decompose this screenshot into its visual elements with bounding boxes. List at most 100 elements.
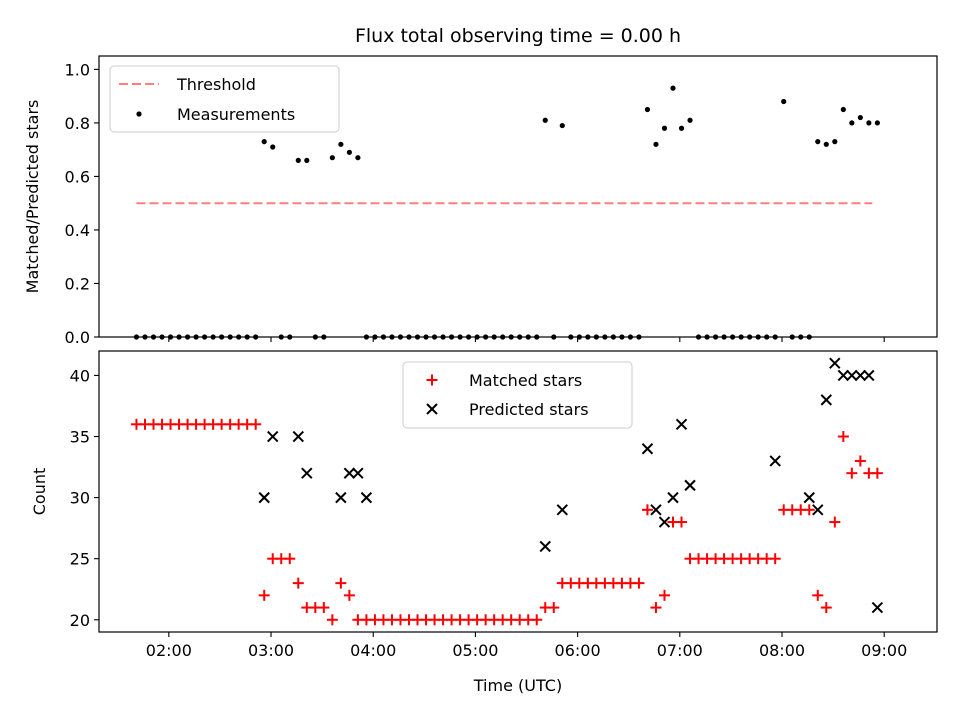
x-tick-label: 04:00 — [350, 641, 396, 660]
x-tick-label: 05:00 — [452, 641, 498, 660]
measurement-point — [534, 334, 540, 340]
measurement-point — [551, 334, 557, 340]
top-y-tick-label: 0.4 — [65, 221, 90, 240]
measurement-point — [414, 334, 421, 340]
measurement-point — [278, 334, 284, 340]
measurement-point — [730, 334, 736, 340]
measurement-point — [423, 334, 429, 340]
measurement-point — [440, 334, 446, 340]
top-legend: Threshold Measurements — [109, 65, 340, 133]
measurement-point — [312, 334, 318, 340]
predicted-point — [667, 491, 679, 504]
predicted-point-b — [820, 394, 832, 406]
predicted-point — [675, 418, 688, 431]
measurement-point — [610, 334, 616, 340]
bottom-y-tick-label: 25 — [70, 550, 90, 569]
matched-point — [846, 467, 858, 479]
predicted-point-b — [658, 516, 671, 528]
measurement-point — [227, 334, 233, 340]
measurement-point — [874, 120, 880, 126]
measurement-point — [857, 114, 863, 121]
measurement-point — [806, 334, 812, 340]
measurement-point — [661, 125, 668, 131]
bottom-y-tick-label: 35 — [70, 428, 90, 447]
measurement-point — [329, 155, 335, 161]
measurement-point — [644, 106, 651, 113]
predicted-point-b — [812, 504, 824, 516]
predicted-point-b — [301, 467, 313, 479]
predicted-point — [343, 467, 356, 479]
measurement-point — [619, 334, 625, 340]
matched-point — [812, 589, 824, 601]
measurement-point — [721, 334, 727, 340]
predicted-point-b — [650, 504, 662, 516]
measurement-point — [747, 334, 753, 340]
predicted-point — [258, 491, 270, 504]
measurement-point — [363, 334, 370, 340]
measurement-point — [517, 334, 523, 340]
measurement-point — [678, 125, 685, 131]
matched-point — [326, 614, 338, 626]
measurement-point — [695, 334, 702, 340]
predicted-point — [650, 504, 662, 516]
measurement-point — [346, 149, 352, 155]
measurement-point — [832, 139, 838, 145]
bottom-legend: Matched stars Predicted stars — [402, 361, 633, 429]
top-legend-box — [109, 65, 340, 133]
top-y-tick-label: 1.0 — [65, 60, 90, 79]
legend-measurements-swatch — [136, 111, 142, 117]
matched-point — [292, 577, 304, 589]
measurement-point — [150, 334, 157, 340]
measurement-point — [406, 334, 412, 340]
matched-point — [650, 602, 662, 614]
predicted-point — [335, 491, 347, 504]
predicted-point-b — [258, 491, 270, 504]
predicted-point-b — [803, 491, 815, 504]
measurement-point — [159, 334, 165, 340]
measurement-point — [840, 106, 846, 113]
measurement-point — [670, 85, 676, 91]
predicted-point — [863, 369, 875, 382]
predicted-point — [684, 479, 696, 492]
predicted-point — [267, 430, 279, 443]
bottom-y-axis-label: Count — [30, 468, 49, 516]
matched-point — [548, 602, 560, 614]
matched-point — [641, 504, 653, 516]
measurement-point — [457, 334, 463, 340]
predicted-point — [846, 369, 858, 382]
matched-point — [676, 516, 688, 528]
measurement-point — [287, 334, 293, 340]
predicted-point-b — [863, 369, 875, 382]
measurement-point — [142, 334, 148, 340]
matched-point — [769, 553, 781, 565]
top-y-tick-label: 0.8 — [65, 114, 90, 133]
top-panel: 0.0 0.2 0.4 0.6 0.8 1.0 Matched/Predicted star… — [23, 55, 938, 347]
predicted-point-b — [292, 430, 304, 443]
x-tick-label: 06:00 — [555, 641, 601, 660]
measurement-point — [483, 334, 489, 340]
predicted-point-b — [675, 418, 688, 431]
x-tick-label: 03:00 — [248, 641, 294, 660]
measurement-point — [525, 334, 531, 340]
matched-point — [803, 504, 815, 516]
measurement-point — [338, 141, 344, 147]
predicted-point-b — [871, 601, 884, 614]
matched-point — [854, 455, 866, 467]
measurement-point — [193, 334, 199, 340]
measurement-point — [781, 98, 787, 105]
predicted-point-b — [343, 467, 356, 479]
measurement-point — [253, 334, 259, 340]
predicted-point-b — [556, 504, 568, 516]
legend-matched-label: Matched stars — [469, 371, 582, 390]
measurement-point — [636, 334, 642, 340]
top-y-tick-label: 0.6 — [65, 167, 90, 186]
predicted-point-b — [829, 357, 841, 369]
measurement-point — [593, 334, 599, 340]
measurement-point — [772, 334, 778, 340]
measurement-point — [500, 334, 506, 340]
measurement-point — [849, 120, 855, 126]
predicted-point-b — [684, 479, 696, 492]
top-y-tick-label: 0.2 — [65, 274, 90, 293]
measurement-point — [270, 144, 276, 150]
